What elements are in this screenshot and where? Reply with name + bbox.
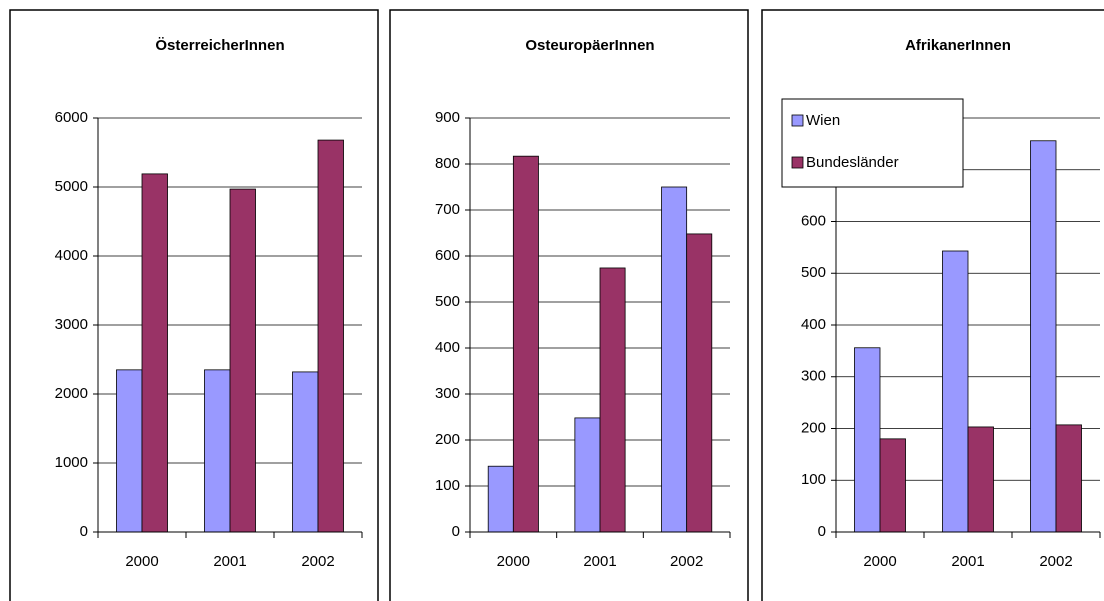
legend-box — [781, 98, 964, 188]
y-tick-label: 5000 — [55, 178, 88, 195]
x-tick-label: 2002 — [670, 553, 703, 570]
y-tick-label: 600 — [801, 212, 826, 229]
y-tick-label: 6000 — [55, 109, 88, 126]
bar — [1055, 424, 1082, 533]
legend-swatch — [791, 156, 804, 169]
y-tick-label: 400 — [801, 316, 826, 333]
y-tick-label: 100 — [801, 471, 826, 488]
bar — [686, 233, 713, 533]
y-tick-label: 0 — [80, 523, 88, 540]
bar — [141, 173, 168, 533]
y-tick-label: 600 — [435, 247, 460, 264]
bar — [204, 369, 231, 533]
x-tick-label: 2000 — [497, 553, 530, 570]
bar — [574, 417, 601, 533]
x-tick-label: 2002 — [1039, 553, 1072, 570]
y-tick-label: 1000 — [55, 454, 88, 471]
bar — [487, 465, 514, 533]
y-tick-label: 200 — [435, 431, 460, 448]
bar — [292, 371, 319, 533]
y-tick-label: 300 — [801, 368, 826, 385]
y-tick-label: 0 — [452, 523, 460, 540]
x-tick-label: 2000 — [125, 553, 158, 570]
y-tick-label: 700 — [435, 201, 460, 218]
chart-title: AfrikanerInnen — [905, 37, 1011, 54]
y-tick-label: 2000 — [55, 385, 88, 402]
x-tick-label: 2001 — [583, 553, 616, 570]
bar — [967, 426, 994, 533]
y-tick-label: 200 — [801, 419, 826, 436]
bar — [116, 369, 143, 533]
legend-label: Bundesländer — [806, 154, 899, 171]
y-tick-label: 3000 — [55, 316, 88, 333]
chart-title: ÖsterreicherInnen — [155, 37, 284, 54]
bar — [661, 186, 688, 533]
y-tick-label: 500 — [435, 293, 460, 310]
x-tick-label: 2001 — [213, 553, 246, 570]
y-tick-label: 100 — [435, 477, 460, 494]
legend-swatch — [791, 114, 804, 127]
bar — [599, 267, 626, 533]
y-tick-label: 800 — [435, 155, 460, 172]
bar — [942, 250, 969, 533]
y-tick-label: 900 — [435, 109, 460, 126]
bar — [512, 155, 539, 533]
y-tick-label: 300 — [435, 385, 460, 402]
bar — [879, 438, 906, 533]
x-tick-label: 2001 — [951, 553, 984, 570]
y-tick-label: 500 — [801, 264, 826, 281]
bar — [1030, 140, 1057, 533]
y-tick-label: 0 — [818, 523, 826, 540]
x-tick-label: 2002 — [301, 553, 334, 570]
chart-title: OsteuropäerInnen — [525, 37, 654, 54]
y-tick-label: 400 — [435, 339, 460, 356]
legend-label: Wien — [806, 112, 840, 129]
y-tick-label: 4000 — [55, 247, 88, 264]
x-tick-label: 2000 — [863, 553, 896, 570]
bar — [229, 188, 256, 533]
bar — [317, 139, 344, 533]
bar — [854, 347, 881, 533]
